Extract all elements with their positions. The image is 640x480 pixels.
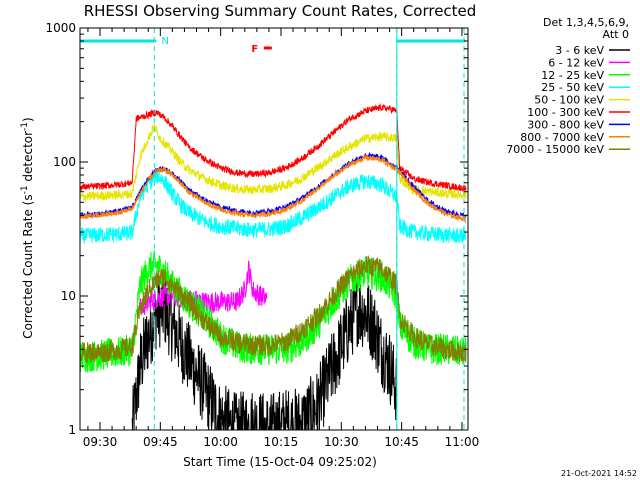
legend-label-5: 50 - 100 keV [534, 94, 604, 107]
x-tick-label-5: 10:30 [324, 435, 359, 449]
y-axis-label: Corrected Count Rate (s-1 detector-1) [20, 117, 35, 338]
x-tick-label-4: 10:15 [264, 435, 299, 449]
series-line-4 [80, 167, 467, 244]
legend-header-1: Det 1,3,4,5,6,9, [543, 16, 629, 29]
x-tick-label-7: 11:00 [445, 435, 480, 449]
legend-header-2: Att 0 [603, 28, 629, 41]
y-tick-label-2: 10 [61, 289, 76, 303]
series-line-9 [80, 255, 467, 364]
x-tick-label-6: 10:45 [384, 435, 419, 449]
legend-label-3: 12 - 25 keV [541, 69, 604, 82]
legend-label-8: 800 - 7000 keV [520, 131, 604, 144]
series-group [80, 103, 467, 430]
chart-title: RHESSI Observing Summary Count Rates, Co… [84, 2, 477, 20]
footer-date: 21-Oct-2021 14:52 [561, 469, 637, 478]
series-line-5 [80, 122, 467, 202]
legend-label-1: 3 - 6 keV [555, 44, 604, 57]
plot-frame: 1 10 100 1000 09:30 09:45 10:00 10:15 10:30 10:45… [45, 21, 479, 449]
y-tick-label-3: 100 [53, 155, 76, 169]
flag-marker-label: F [251, 44, 258, 55]
legend-label-9: 7000 - 15000 keV [506, 143, 604, 156]
x-tick-label-2: 09:45 [143, 435, 178, 449]
x-tick-label-1: 09:30 [83, 435, 118, 449]
plot-border [79, 27, 469, 431]
legend-label-4: 25 - 50 keV [541, 81, 604, 94]
legend-label-7: 300 - 800 keV [527, 118, 604, 131]
legend-label-2: 6 - 12 keV [548, 56, 604, 69]
plot-area: NF [80, 28, 467, 430]
series-line-1 [131, 272, 398, 430]
x-tick-label-3: 10:00 [203, 435, 238, 449]
y-tick-label-1: 1 [68, 423, 76, 437]
legend-label-6: 100 - 300 keV [527, 106, 604, 119]
flag-label-1: N [162, 36, 169, 47]
y-tick-label-4: 1000 [45, 21, 76, 35]
series-line-2 [139, 260, 268, 315]
x-axis-label: Start Time (15-Oct-04 09:25:02) [183, 455, 377, 469]
series-line-8 [80, 154, 467, 224]
series-line-6 [80, 103, 467, 192]
